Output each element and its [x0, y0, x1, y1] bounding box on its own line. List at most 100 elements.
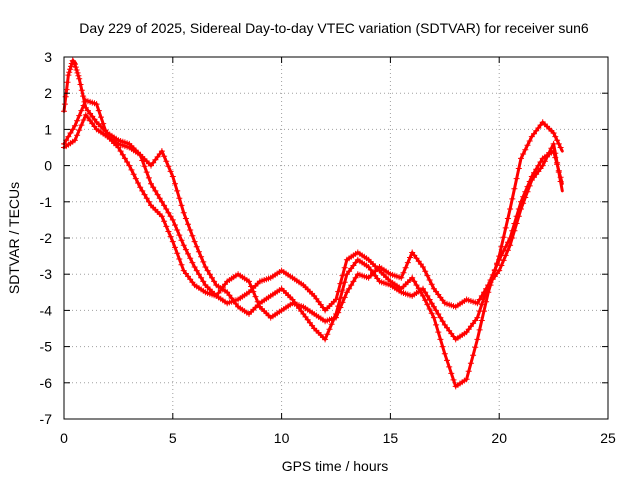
- data-point-marker: [115, 144, 122, 151]
- data-point-marker: [193, 267, 200, 274]
- data-point-marker: [426, 296, 433, 303]
- data-point-marker: [422, 297, 429, 304]
- data-point-marker: [504, 215, 511, 222]
- data-series: [61, 57, 564, 390]
- data-point-marker: [513, 175, 520, 182]
- data-point-marker: [158, 198, 165, 205]
- data-point-marker: [69, 126, 76, 133]
- data-point-marker: [520, 200, 527, 207]
- data-point-marker: [476, 296, 483, 303]
- series-line: [62, 98, 564, 341]
- data-point-marker: [341, 264, 348, 271]
- data-point-marker: [341, 279, 348, 286]
- chart-title: Day 229 of 2025, Sidereal Day-to-day VTE…: [79, 20, 589, 36]
- data-point-marker: [422, 268, 429, 275]
- data-point-marker: [64, 79, 71, 86]
- data-point-marker: [119, 151, 126, 158]
- data-point-marker: [191, 238, 198, 245]
- data-point-marker: [450, 376, 457, 383]
- y-tick-label: 0: [44, 158, 52, 174]
- data-point-marker: [428, 300, 435, 307]
- data-point-marker: [77, 81, 84, 88]
- data-point-marker: [73, 67, 80, 73]
- data-point-marker: [71, 122, 78, 129]
- y-tick-label: 3: [44, 49, 52, 65]
- data-point-marker: [335, 309, 342, 316]
- data-point-marker: [95, 107, 102, 114]
- data-point-marker: [71, 61, 78, 68]
- data-point-marker: [435, 329, 442, 336]
- y-tick-label: -6: [40, 375, 53, 391]
- data-point-marker: [143, 169, 150, 176]
- data-point-marker: [439, 318, 446, 325]
- data-point-marker: [167, 168, 174, 175]
- data-point-marker: [67, 66, 74, 73]
- data-point-marker: [513, 220, 520, 227]
- data-point-marker: [161, 153, 168, 160]
- data-point-marker: [198, 274, 205, 281]
- data-point-marker: [72, 64, 79, 71]
- data-point-marker: [426, 277, 433, 283]
- data-point-marker: [176, 232, 183, 239]
- data-point-marker: [172, 222, 178, 228]
- data-point-marker: [435, 311, 442, 317]
- data-point-marker: [537, 159, 544, 165]
- data-point-marker: [422, 289, 429, 296]
- data-point-marker: [502, 252, 509, 259]
- data-point-marker: [161, 202, 168, 209]
- data-point-marker: [420, 285, 426, 292]
- data-point-marker: [202, 264, 209, 270]
- y-axis-label: SDTVAR / TECUs: [6, 182, 22, 294]
- data-point-marker: [161, 218, 168, 225]
- data-point-marker: [200, 278, 207, 285]
- data-point-marker: [446, 363, 453, 370]
- data-point-marker: [65, 72, 72, 79]
- data-point-marker: [476, 308, 483, 315]
- data-point-marker: [413, 282, 420, 289]
- data-point-marker: [178, 237, 185, 244]
- data-point-marker: [211, 278, 218, 285]
- data-point-marker: [76, 112, 83, 119]
- data-point-marker: [328, 321, 335, 328]
- data-point-marker: [117, 148, 124, 155]
- data-point-marker: [539, 162, 546, 169]
- data-point-marker: [121, 155, 128, 162]
- data-point-marker: [502, 224, 509, 231]
- data-point-marker: [324, 331, 331, 338]
- data-point-marker: [500, 248, 507, 254]
- data-point-marker: [430, 314, 437, 321]
- data-point-marker: [444, 357, 450, 364]
- data-point-marker: [507, 206, 514, 212]
- data-point-marker: [552, 133, 559, 140]
- data-point-marker: [509, 235, 516, 241]
- data-point-marker: [502, 243, 509, 250]
- data-point-marker: [346, 285, 353, 292]
- data-point-marker: [472, 344, 479, 351]
- data-point-marker: [165, 163, 172, 170]
- y-tick-label: -2: [40, 230, 53, 246]
- data-point-marker: [143, 195, 150, 202]
- data-point-marker: [66, 69, 73, 76]
- data-point-marker: [195, 248, 202, 255]
- data-point-marker: [130, 171, 137, 178]
- data-point-marker: [500, 257, 507, 264]
- data-point-marker: [254, 298, 261, 305]
- data-point-marker: [163, 223, 170, 230]
- data-point-marker: [132, 175, 139, 182]
- grid: [64, 57, 608, 419]
- data-point-marker: [74, 117, 81, 124]
- x-tick-label: 5: [169, 430, 177, 446]
- data-point-marker: [476, 326, 483, 333]
- data-point-marker: [491, 266, 498, 273]
- data-point-marker: [65, 133, 72, 140]
- data-point-marker: [337, 295, 344, 302]
- data-point-marker: [407, 254, 413, 261]
- data-point-marker: [185, 221, 191, 228]
- data-point-marker: [511, 227, 518, 234]
- data-point-marker: [174, 227, 181, 233]
- data-point-marker: [483, 285, 490, 292]
- data-point-marker: [500, 234, 507, 241]
- data-point-marker: [169, 238, 176, 245]
